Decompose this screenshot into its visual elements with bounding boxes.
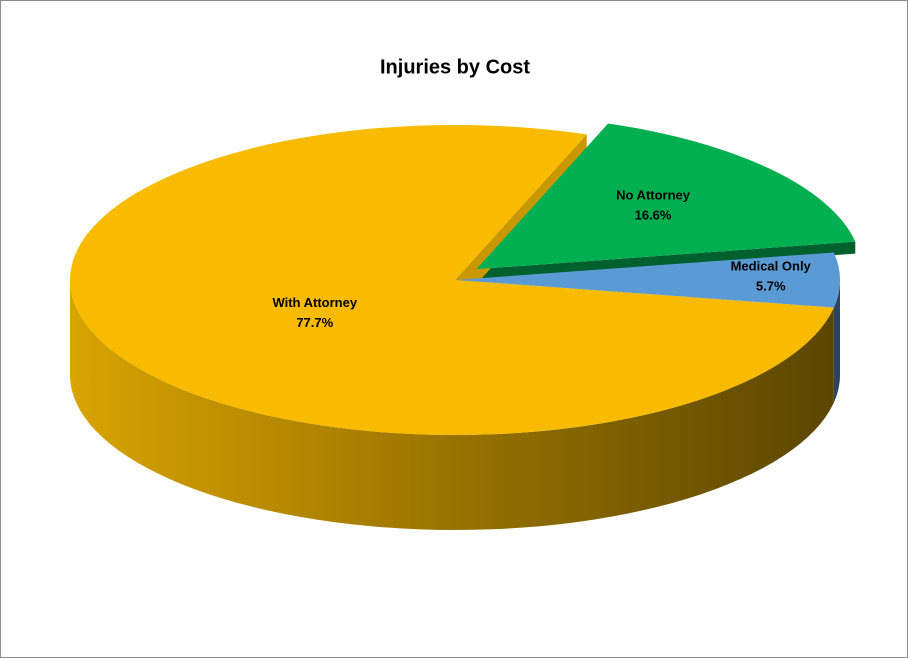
- pie-side: [476, 241, 856, 282]
- data-label-name: Medical Only: [731, 258, 812, 273]
- chart-title: Injuries by Cost: [380, 56, 530, 78]
- plot-area: No Attorney 16.6% Medical Only 5.7% With Att…: [70, 123, 856, 531]
- pie-slice: [70, 125, 834, 436]
- pie-slice: [476, 123, 856, 270]
- data-label-value: 77.7%: [296, 315, 333, 330]
- data-label-value: 16.6%: [635, 208, 672, 223]
- pie-side: [833, 280, 840, 403]
- data-label-value: 5.7%: [756, 278, 786, 293]
- pie-side: [70, 280, 834, 531]
- data-label-name: No Attorney: [616, 188, 691, 203]
- pie-slice: [455, 252, 840, 308]
- data-label-name: With Attorney: [272, 295, 357, 310]
